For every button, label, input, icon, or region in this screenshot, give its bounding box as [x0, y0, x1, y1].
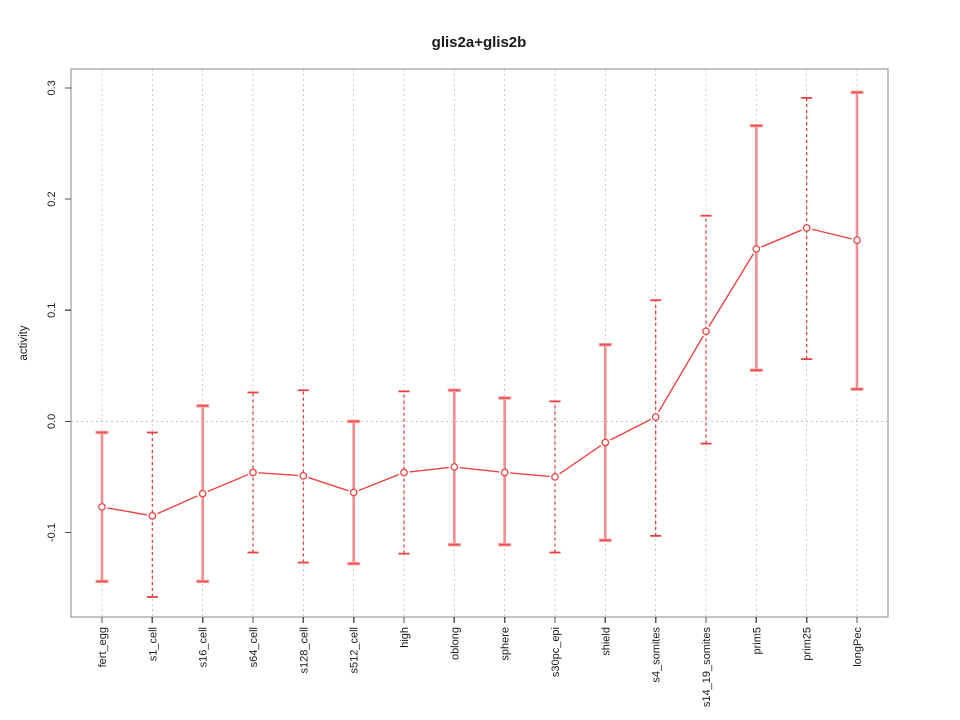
data-point-marker	[500, 468, 509, 477]
series-line-segment	[657, 335, 704, 413]
x-tick-label: longPec	[852, 627, 864, 667]
x-tick-label: oblong	[449, 627, 461, 660]
series-line-segment	[559, 445, 602, 475]
series-line-segment	[761, 229, 802, 248]
series-line-segment	[510, 472, 550, 478]
series-line-segment	[409, 466, 449, 473]
y-tick-label: -0.1	[46, 523, 58, 542]
data-point-marker	[601, 438, 610, 447]
data-point-marker	[551, 473, 559, 481]
x-tick-label: s512_cell	[349, 627, 361, 673]
series-line-segment	[708, 253, 755, 328]
x-tick-label: s1_cell	[147, 627, 159, 661]
y-tick-label: 0.0	[46, 414, 58, 429]
data-point-marker	[853, 236, 861, 245]
series-line-segment	[107, 507, 148, 516]
x-tick-label: sphere	[500, 627, 512, 661]
x-tick-label: s14_19_somites	[701, 627, 713, 708]
x-tick-label: s30pc_epi	[550, 627, 562, 677]
series-line-segment	[157, 495, 198, 515]
data-point-marker	[299, 471, 308, 480]
x-tick-label: prim5	[751, 627, 763, 655]
series-line-segment	[207, 473, 249, 493]
data-point-marker	[400, 468, 408, 477]
y-tick-label: 0.2	[46, 191, 58, 206]
x-tick-label: s16_cell	[198, 627, 210, 667]
x-tick-label: prim25	[802, 627, 814, 661]
x-tick-label: s4_somites	[651, 627, 663, 683]
series-line-segment	[609, 418, 652, 441]
data-point-marker	[450, 463, 459, 471]
x-tick-label: s128_cell	[298, 627, 310, 673]
y-tick-label: 0.1	[46, 303, 58, 318]
series-line-segment	[358, 473, 400, 492]
data-point-marker	[349, 488, 358, 497]
data-point-marker	[752, 245, 761, 253]
y-tick-label: 0.3	[46, 80, 58, 95]
y-axis-label: activity	[18, 325, 30, 360]
x-tick-label: high	[399, 627, 411, 648]
x-tick-label: shield	[600, 627, 612, 656]
series-line-segment	[459, 466, 500, 473]
series-line-segment	[811, 228, 852, 240]
plot-box	[70, 68, 889, 618]
x-tick-label: s64_cell	[248, 627, 260, 667]
data-point-marker	[249, 468, 257, 477]
series-line-segment	[258, 472, 298, 477]
data-point-marker	[651, 413, 660, 421]
data-point-marker	[148, 511, 157, 520]
data-point-marker	[98, 503, 106, 511]
x-tick-label: fert_egg	[97, 627, 109, 667]
data-point-marker	[702, 327, 710, 336]
series-line-segment	[308, 476, 349, 492]
chart-title: glis2a+glis2b	[432, 34, 527, 51]
data-point-marker	[198, 489, 207, 498]
data-point-marker	[802, 224, 811, 232]
